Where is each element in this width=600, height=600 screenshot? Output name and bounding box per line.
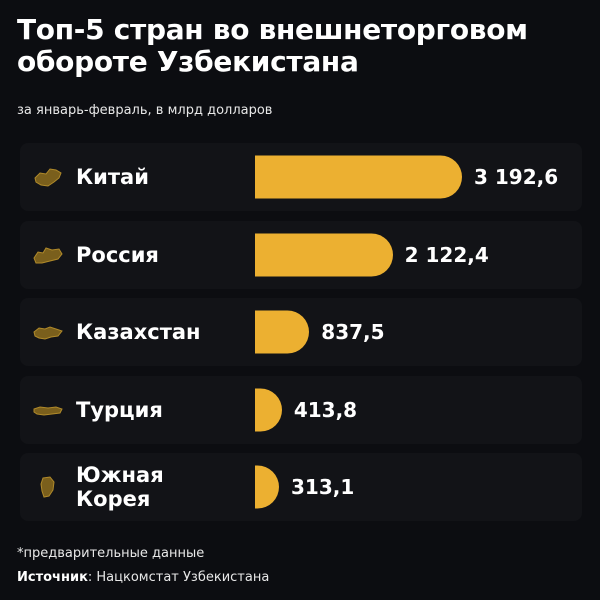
value-bar [255,465,279,509]
chart-title: Топ-5 стран во внешнеторговом обороте Уз… [17,13,528,78]
value-bar [255,388,282,431]
chart-subtitle: за январь-февраль, в млрд долларов [17,103,273,118]
country-label: Китай [76,165,149,189]
value-bar [255,155,462,199]
country-label: Казахстан [76,320,201,344]
turkey-map-icon [33,405,63,416]
value-label: 2 122,4 [404,242,489,267]
country-label: Россия [76,242,159,267]
value-label: 3 192,6 [474,165,559,189]
source-label: Источник [17,570,88,585]
value-label: 837,5 [321,320,385,344]
table-row: Южная Корея 313,1 [20,453,582,521]
value-bar [255,310,310,354]
footnote: *предварительные данные [17,546,205,561]
source-line: Источник: Нацкомстат Узбекистана [17,570,269,585]
kazakhstan-map-icon [33,326,63,340]
china-map-icon [34,168,62,187]
table-row: Россия 2 122,4 [20,220,582,289]
value-label: 413,8 [293,397,358,422]
country-label: Турция [76,397,163,422]
table-row: Китай 3 192,6 [20,143,582,211]
country-label: Южная Корея [76,463,164,511]
table-row: Турция 413,8 [20,375,582,444]
russia-map-icon [33,246,63,263]
south-korea-map-icon [40,476,55,498]
bar-rows: Китай 3 192,6 Россия 2 122,4 Казахстан 837,5 Т… [20,143,582,531]
value-bar [255,233,393,276]
value-label: 313,1 [291,475,355,499]
source-text: : Нацкомстат Узбекистана [87,570,270,585]
table-row: Казахстан 837,5 [20,298,582,366]
